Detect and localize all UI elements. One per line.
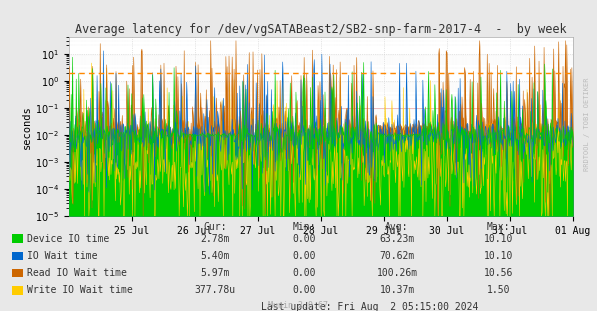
Text: 377.78u: 377.78u — [195, 285, 235, 295]
Text: Min:: Min: — [293, 222, 316, 232]
Text: Write IO Wait time: Write IO Wait time — [27, 285, 133, 295]
Text: Avg:: Avg: — [385, 222, 409, 232]
Text: Munin 2.0.67: Munin 2.0.67 — [269, 301, 328, 310]
Text: 63.23m: 63.23m — [379, 234, 415, 244]
Text: Cur:: Cur: — [203, 222, 227, 232]
Text: 10.37m: 10.37m — [379, 285, 415, 295]
Title: Average latency for /dev/vgSATABeast2/SB2-snp-farm-2017-4  -  by week: Average latency for /dev/vgSATABeast2/SB… — [75, 23, 567, 36]
Text: 100.26m: 100.26m — [377, 268, 417, 278]
Text: Max:: Max: — [487, 222, 510, 232]
Text: RRDTOOL / TOBI OETIKER: RRDTOOL / TOBI OETIKER — [584, 78, 590, 171]
Text: 0.00: 0.00 — [293, 268, 316, 278]
Text: 0.00: 0.00 — [293, 234, 316, 244]
Y-axis label: seconds: seconds — [22, 105, 32, 149]
Text: 2.78m: 2.78m — [200, 234, 230, 244]
Text: Device IO time: Device IO time — [27, 234, 109, 244]
Text: 10.56: 10.56 — [484, 268, 513, 278]
Text: IO Wait time: IO Wait time — [27, 251, 97, 261]
Text: Read IO Wait time: Read IO Wait time — [27, 268, 127, 278]
Text: 5.97m: 5.97m — [200, 268, 230, 278]
Text: 0.00: 0.00 — [293, 285, 316, 295]
Text: 5.40m: 5.40m — [200, 251, 230, 261]
Text: 10.10: 10.10 — [484, 251, 513, 261]
Text: 0.00: 0.00 — [293, 251, 316, 261]
Text: 70.62m: 70.62m — [379, 251, 415, 261]
Text: 1.50: 1.50 — [487, 285, 510, 295]
Text: 10.10: 10.10 — [484, 234, 513, 244]
Text: Last update: Fri Aug  2 05:15:00 2024: Last update: Fri Aug 2 05:15:00 2024 — [261, 302, 479, 311]
